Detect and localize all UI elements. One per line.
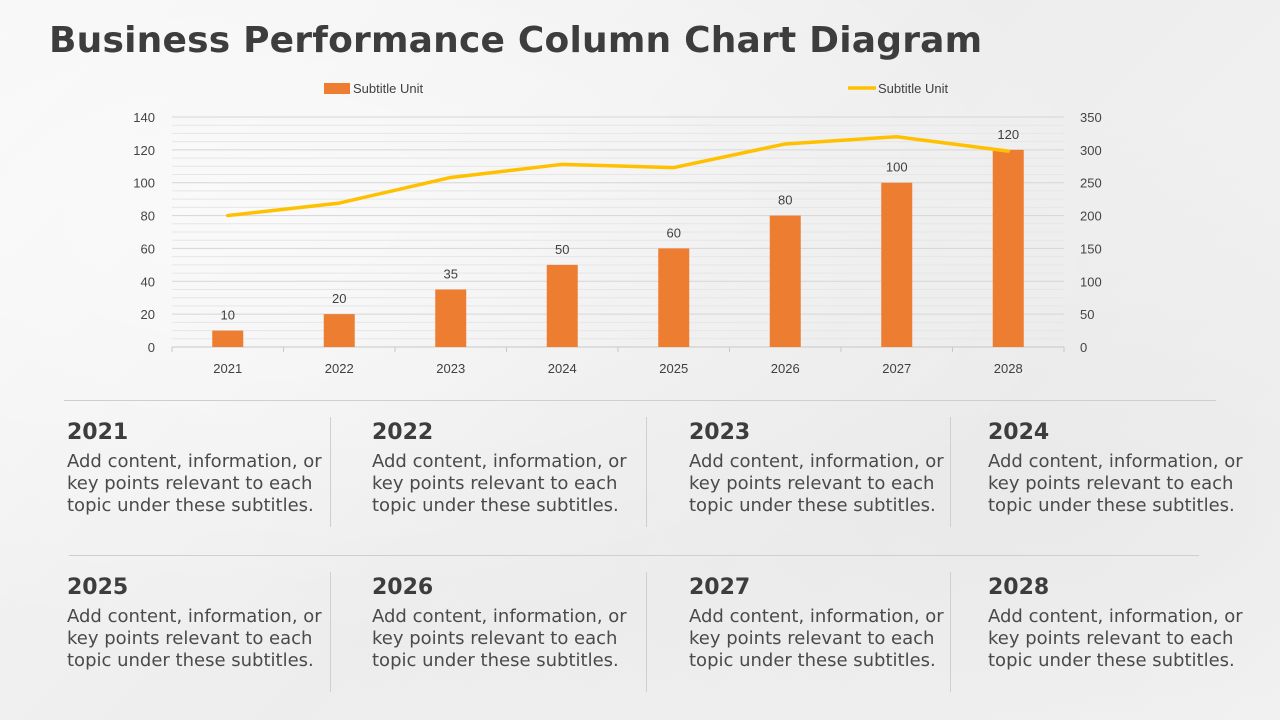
- bar: [212, 330, 244, 347]
- bar-data-label: 50: [555, 242, 569, 257]
- bar: [769, 215, 801, 347]
- bar-data-label: 100: [886, 160, 908, 175]
- bar-data-label: 20: [332, 291, 346, 306]
- y-right-tick-label: 250: [1080, 176, 1102, 191]
- x-tick-label: 2028: [994, 361, 1023, 376]
- bar-data-label: 10: [221, 308, 235, 323]
- page-title: Business Performance Column Chart Diagra…: [49, 20, 983, 61]
- bar-data-label: 35: [444, 267, 458, 282]
- y-left-tick-label: 0: [148, 340, 155, 355]
- bar: [992, 149, 1024, 347]
- y-left-tick-label: 140: [133, 110, 155, 125]
- bar-data-label: 120: [997, 127, 1019, 142]
- y-right-tick-label: 350: [1080, 110, 1102, 125]
- y-right-tick-label: 0: [1080, 340, 1087, 355]
- x-tick-label: 2026: [771, 361, 800, 376]
- x-tick-label: 2022: [325, 361, 354, 376]
- y-left-tick-label: 60: [141, 241, 155, 256]
- y-left-tick-label: 120: [133, 143, 155, 158]
- x-tick-label: 2025: [659, 361, 688, 376]
- x-tick-label: 2024: [548, 361, 577, 376]
- combo-chart: 0 20 40 60 80 100 120 140 0 50 100 150 200 250 300 350 1…: [133, 81, 1102, 376]
- y-right-tick-label: 200: [1080, 209, 1102, 224]
- y-left-tick-label: 40: [141, 274, 155, 289]
- y-right-tick-label: 150: [1080, 241, 1102, 256]
- x-tick-label: 2027: [882, 361, 911, 376]
- bar-data-label: 80: [778, 193, 792, 208]
- legend-label-line: Subtitle Unit: [878, 81, 948, 96]
- bar: [323, 314, 355, 347]
- x-tick-label: 2021: [213, 361, 242, 376]
- y-right-tick-label: 50: [1080, 307, 1094, 322]
- bar: [546, 264, 578, 347]
- y-left-tick-label: 100: [133, 176, 155, 191]
- legend-label-bar: Subtitle Unit: [353, 81, 423, 96]
- bar-data-label: 60: [667, 225, 681, 240]
- line-series: [226, 134, 1010, 218]
- y-left-tick-label: 20: [141, 307, 155, 322]
- y-left-tick-label: 80: [141, 209, 155, 224]
- y-right-tick-label: 300: [1080, 143, 1102, 158]
- bar: [658, 248, 690, 347]
- legend-swatch-bar: [324, 83, 350, 94]
- bar: [435, 289, 467, 347]
- y-right-tick-label: 100: [1080, 274, 1102, 289]
- bar: [881, 182, 913, 347]
- x-tick-label: 2023: [436, 361, 465, 376]
